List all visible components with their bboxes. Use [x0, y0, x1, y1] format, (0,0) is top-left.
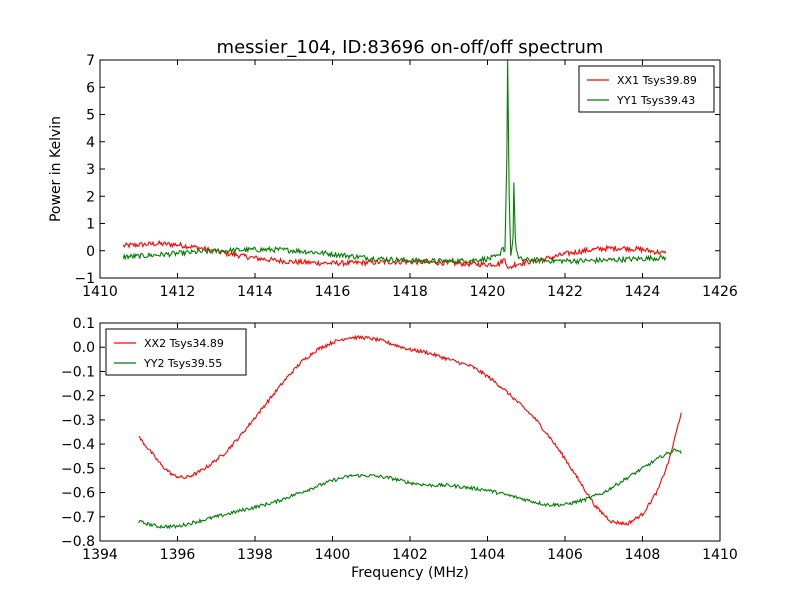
legend-label: XX2 Tsys34.89 — [144, 337, 224, 350]
series-group — [138, 334, 682, 530]
y-tick-label: −0.6 — [61, 486, 95, 502]
x-axis-label: Frequency (MHz) — [351, 565, 469, 581]
series-line-2 — [122, 60, 667, 266]
x-tick-label: 1408 — [625, 547, 661, 563]
y-axis-label: Power in Kelvin — [48, 116, 64, 222]
legend-label: YY1 Tsys39.43 — [616, 94, 695, 107]
y-tick-label: 0.1 — [73, 316, 95, 332]
x-tick-label: 1410 — [702, 547, 738, 563]
y-tick-label: 0 — [86, 244, 95, 260]
y-tick-label: 2 — [86, 189, 95, 205]
top-subplot: 1410 1412 1414 1416 1418 1420 1422 1424 1426−101… — [48, 53, 738, 300]
legend: XX1 Tsys39.89 YY1 Tsys39.43 — [578, 65, 715, 113]
y-tick-label: −0.3 — [61, 413, 95, 429]
legend-label: YY2 Tsys39.55 — [143, 357, 222, 370]
series-line-1 — [138, 334, 682, 526]
x-tick-label: 1426 — [702, 284, 738, 300]
series-line-2 — [138, 448, 682, 530]
x-tick-label: 1424 — [625, 284, 661, 300]
y-tick-label: −0.5 — [61, 461, 95, 477]
x-tick-label: 1416 — [315, 284, 351, 300]
x-tick-label: 1414 — [237, 284, 273, 300]
x-tick-label: 1418 — [392, 284, 428, 300]
legend: XX2 Tsys34.89 YY2 Tsys39.55 — [105, 328, 247, 376]
y-tick-label: 4 — [86, 135, 95, 151]
y-tick-label: 1 — [86, 217, 95, 233]
y-tick-label: −0.1 — [61, 364, 95, 380]
x-tick-label: 1400 — [315, 547, 351, 563]
x-tick-label: 1398 — [237, 547, 273, 563]
x-tick-label: 1422 — [547, 284, 583, 300]
x-tick-label: 1404 — [470, 547, 506, 563]
chart-title: messier_104, ID:83696 on-off/off spectru… — [217, 37, 604, 58]
y-tick-label: −0.8 — [61, 534, 95, 550]
x-tick-label: 1406 — [547, 547, 583, 563]
y-tick-label: 6 — [86, 80, 95, 96]
x-tick-label: 1420 — [470, 284, 506, 300]
y-tick-label: −0.4 — [61, 437, 95, 453]
x-tick-label: 1412 — [160, 284, 196, 300]
y-tick-label: −0.7 — [61, 510, 95, 526]
series-group — [122, 60, 667, 270]
x-tick-label: 1394 — [82, 547, 118, 563]
legend-box — [105, 328, 247, 376]
legend-label: XX1 Tsys39.89 — [617, 74, 697, 87]
y-tick-label: 0.0 — [73, 340, 95, 356]
y-tick-label: −1 — [74, 271, 95, 287]
x-tick-label: 1402 — [392, 547, 428, 563]
x-tick-label: 1396 — [160, 547, 196, 563]
y-tick-label: 5 — [86, 108, 95, 124]
legend-box — [578, 65, 715, 113]
y-tick-label: 7 — [86, 53, 95, 69]
y-tick-label: 3 — [86, 162, 95, 178]
y-tick-label: −0.2 — [61, 389, 95, 405]
x-tick-label: 1410 — [82, 284, 118, 300]
bottom-subplot: 1394 1396 1398 1400 1402 1404 1406 1408 1410 −0.8… — [61, 316, 738, 581]
